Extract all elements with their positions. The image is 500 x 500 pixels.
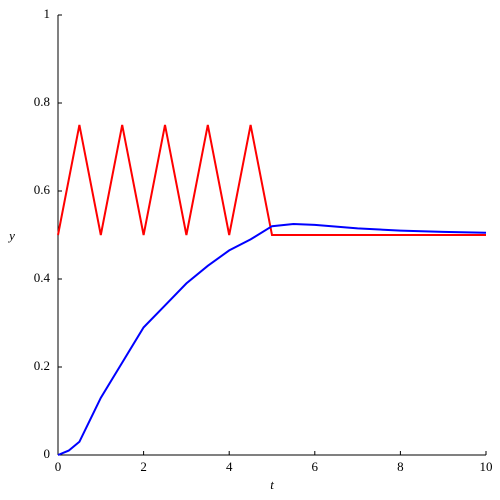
x-tick-label: 0 [55,459,62,474]
y-tick-label: 1 [44,6,51,21]
x-tick-label: 2 [140,459,147,474]
x-tick-label: 6 [312,459,319,474]
y-tick-label: 0.8 [34,94,50,109]
series-line [57,124,486,236]
y-axis-label: y [7,228,15,243]
y-tick-label: 0 [44,446,51,461]
x-tick-label: 4 [226,459,233,474]
x-tick-label: 10 [480,459,493,474]
y-tick-label: 0.2 [34,358,50,373]
y-tick-label: 0.6 [34,182,51,197]
x-axis-label: t [270,477,274,492]
x-tick-label: 8 [397,459,404,474]
y-tick-label: 0.4 [34,270,51,285]
series-line [57,222,487,456]
